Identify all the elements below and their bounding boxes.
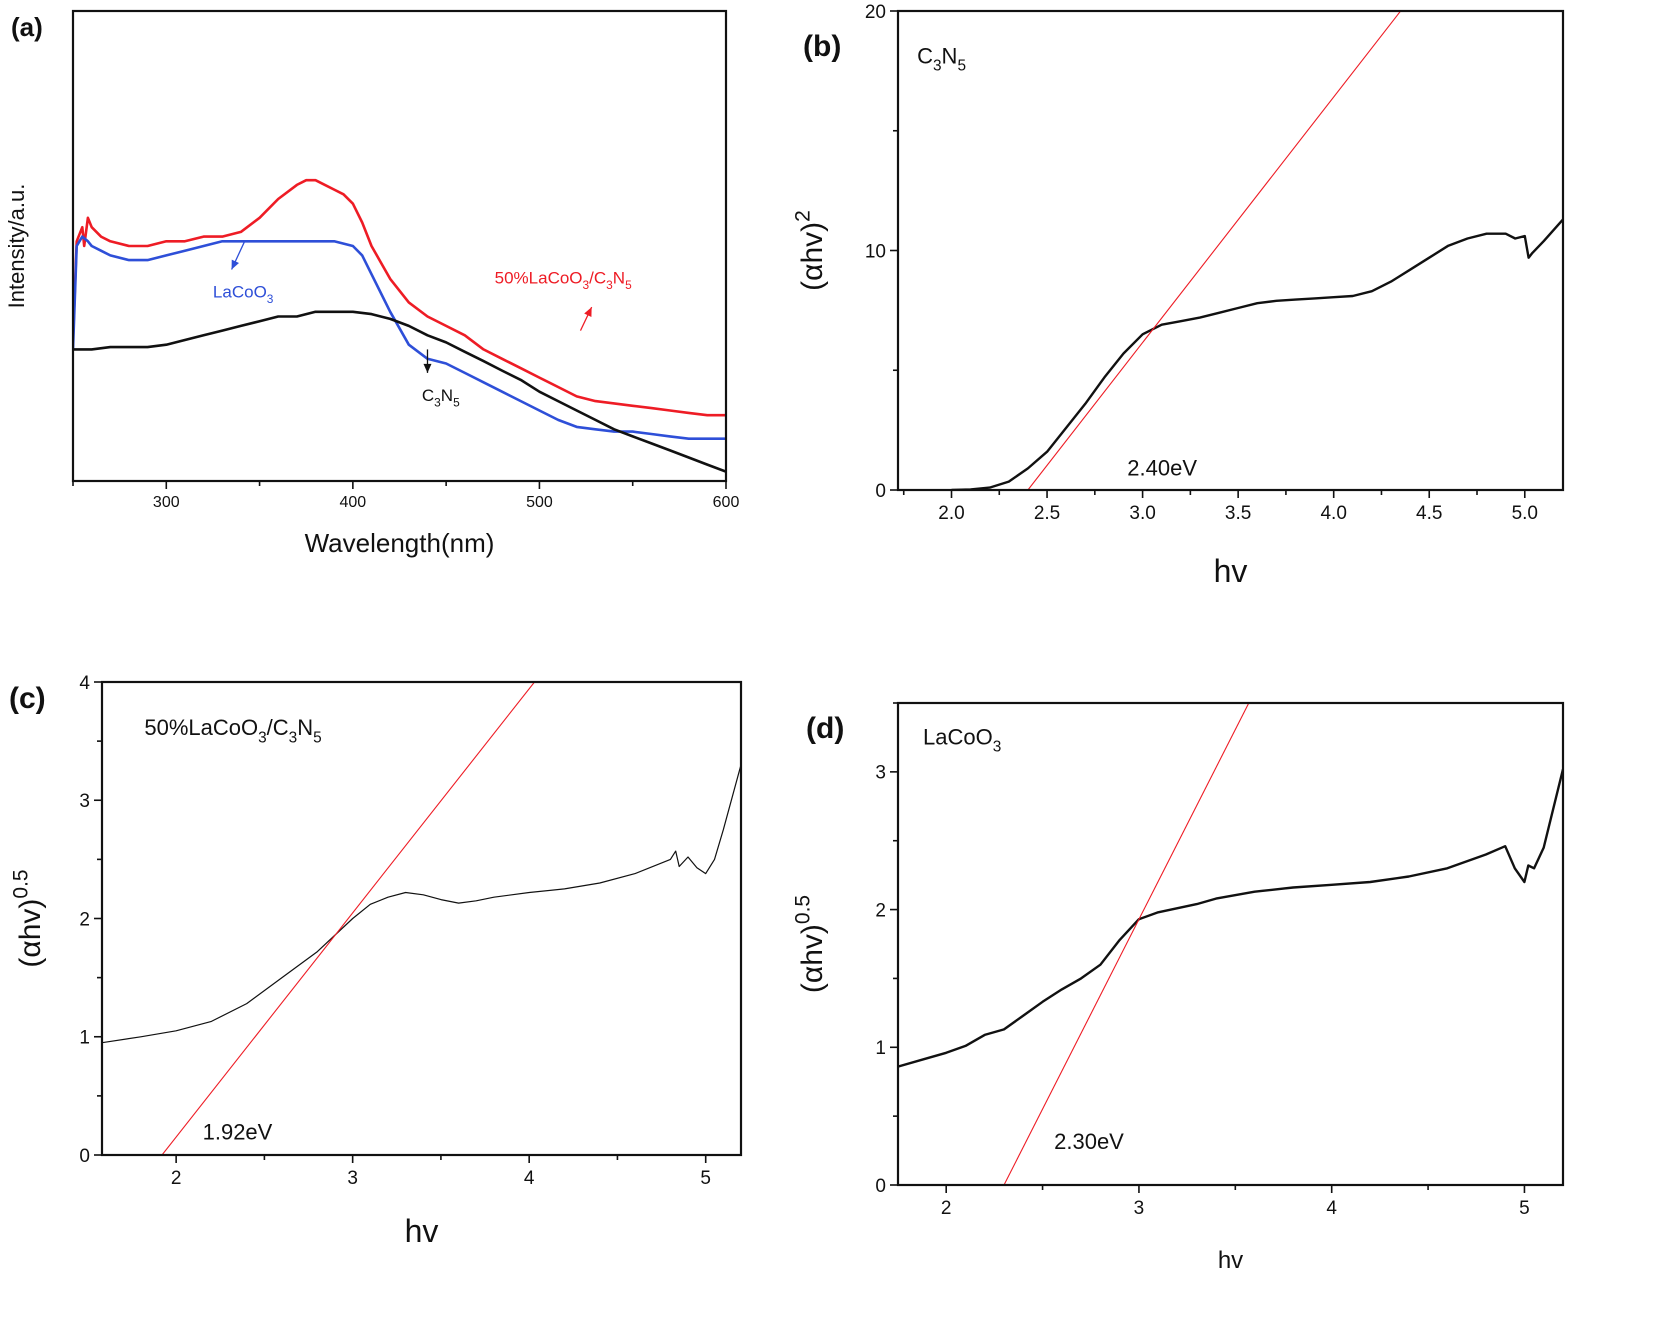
panel-b: (b) 2.0 2.5 3.0 3.5 4.0 4.5 5.0 0 10 20 hv (αhv)2 C3N… — [791, 2, 1565, 589]
panel-c: (c) 2 3 4 5 0 1 2 3 4 hv (αhv)0.5 50%LaCoO3/C3N5 1.92… — [9, 673, 743, 1249]
annotation-arrowhead — [584, 307, 592, 317]
y-tick-label: 10 — [865, 241, 886, 262]
x-axis-label: Wavelength(nm) — [305, 528, 495, 558]
y-tick-label: 0 — [79, 1146, 90, 1167]
annotation-arrowhead — [423, 363, 432, 373]
annotation-label: 2.30eV — [1054, 1129, 1124, 1154]
x-tick-label: 3.0 — [1129, 503, 1155, 524]
x-tick-label: 3 — [347, 1168, 358, 1189]
y-axis-label: (αhv)0.5 — [791, 895, 829, 993]
annotation-label: 1.92eV — [203, 1120, 273, 1145]
panel-letter: (c) — [9, 682, 46, 715]
y-tick-label: 1 — [875, 1038, 886, 1059]
y-axis-label: (αhv)2 — [791, 210, 829, 291]
x-tick-label: 3 — [1134, 1198, 1145, 1219]
x-tick-label: 2.0 — [938, 503, 964, 524]
annotation-label: 50%LaCoO3/C3N5 — [144, 715, 321, 746]
panel-letter: (a) — [11, 12, 43, 42]
spectrum-line — [951, 218, 1563, 490]
annotation-arrowhead — [231, 259, 239, 270]
y-axis-label: (αhv)0.5 — [9, 869, 47, 967]
x-tick-label: 5 — [1519, 1198, 1530, 1219]
x-axis-label: hv — [1214, 553, 1248, 589]
x-tick-label: 4.5 — [1416, 503, 1442, 524]
x-tick-label: 5 — [700, 1168, 711, 1189]
x-tick-label: 5.0 — [1512, 503, 1538, 524]
panel-letter: (d) — [806, 712, 844, 745]
y-tick-label: 3 — [79, 791, 90, 812]
x-tick-label: 4 — [524, 1168, 535, 1189]
fit-line — [161, 682, 535, 1155]
series-line-1 — [73, 235, 726, 440]
x-axis-label: hv — [1218, 1247, 1243, 1274]
panel-letter: (b) — [803, 30, 841, 63]
x-tick-label: 3.5 — [1225, 503, 1251, 524]
annotation-label: C3N5 — [917, 44, 966, 75]
x-tick-label: 300 — [153, 494, 180, 511]
fit-line — [1003, 703, 1250, 1185]
y-tick-label: 20 — [865, 2, 886, 23]
y-tick-label: 2 — [79, 909, 90, 930]
x-tick-label: 2.5 — [1034, 503, 1060, 524]
series-line-0 — [73, 178, 726, 417]
x-tick-label: 500 — [526, 494, 553, 511]
panel-d: (d) 2 3 4 5 0 1 2 3 hv (αhv)0.5 LaCoO3 2.30eV — [791, 701, 1565, 1274]
x-tick-label: 4.0 — [1320, 503, 1346, 524]
x-tick-label: 600 — [713, 494, 740, 511]
annotation-label: 2.40eV — [1127, 456, 1197, 481]
series-line-2 — [73, 310, 726, 473]
x-tick-label: 400 — [340, 494, 367, 511]
annotation-label: LaCoO3 — [923, 724, 1001, 755]
fit-line — [1027, 11, 1402, 490]
x-axis-label: hv — [405, 1213, 439, 1249]
x-tick-label: 2 — [171, 1168, 182, 1189]
spectrum-line — [898, 768, 1563, 1068]
y-axis-label: Intensity/a.u. — [4, 184, 29, 309]
spectrum-line — [102, 764, 741, 1044]
y-tick-label: 4 — [79, 673, 90, 694]
panel-a: (a) 300 400 500 600 Wavelength(nm) Intensity/a… — [4, 9, 740, 558]
y-tick-label: 0 — [875, 481, 886, 502]
plot-frame — [71, 9, 728, 483]
y-tick-label: 2 — [875, 900, 886, 921]
annotation-label: C3N5 — [422, 386, 460, 409]
annotation-label: LaCoO3 — [213, 283, 274, 306]
y-tick-label: 3 — [875, 763, 886, 784]
x-tick-label: 4 — [1326, 1198, 1337, 1219]
plot-frame — [896, 701, 1565, 1187]
y-tick-label: 1 — [79, 1028, 90, 1049]
plot-frame — [100, 680, 743, 1157]
annotation-label: 50%LaCoO3/C3N5 — [495, 269, 632, 292]
plot-frame — [896, 9, 1565, 492]
y-tick-label: 0 — [875, 1176, 886, 1197]
x-tick-label: 2 — [941, 1198, 952, 1219]
